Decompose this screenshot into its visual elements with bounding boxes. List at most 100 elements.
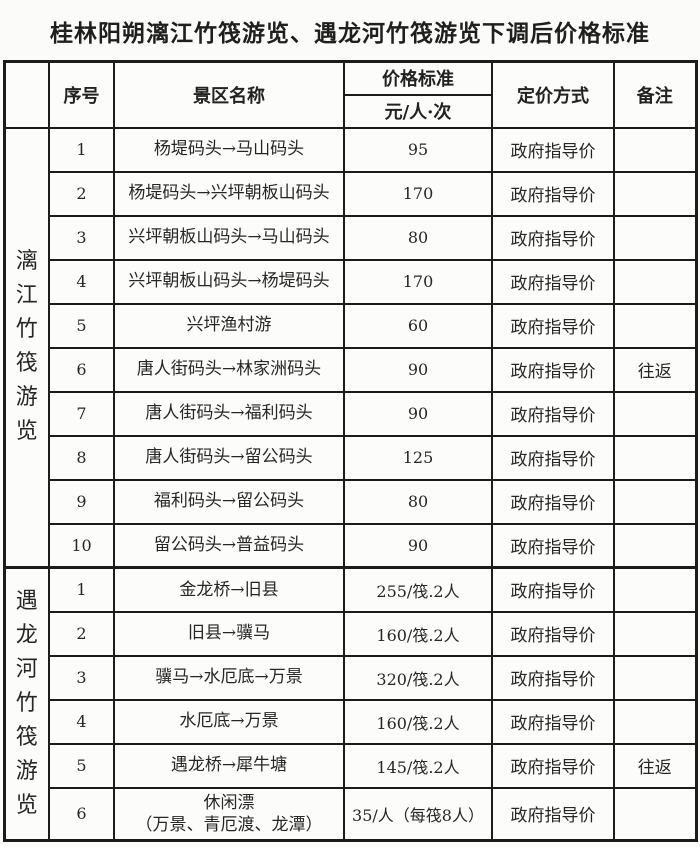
route-cell: 遇龙桥→犀牛塘 xyxy=(113,742,345,789)
method-cell: 政府指导价 xyxy=(491,786,615,842)
group-label-text: 漓江竹筏游览 xyxy=(15,248,38,445)
route-cell: 骥马→水厄底→万景 xyxy=(113,654,345,701)
method-cell: 政府指导价 xyxy=(491,390,615,437)
remark-cell xyxy=(613,434,697,481)
price-cell: 60 xyxy=(343,302,493,349)
remark-cell xyxy=(613,390,697,437)
method-cell: 政府指导价 xyxy=(491,610,615,657)
table-row: 7 唐人街码头→福利码头 90 政府指导价 xyxy=(4,390,697,437)
route-cell: 兴坪朝板山码头→杨堤码头 xyxy=(113,258,345,305)
price-cell: 170 xyxy=(343,170,493,217)
remark-cell xyxy=(613,170,697,217)
header-group-spacer xyxy=(3,60,50,129)
price-cell: 125 xyxy=(343,434,493,481)
seq-cell: 10 xyxy=(48,522,115,569)
route-cell: 旧县→骥马 xyxy=(113,610,345,657)
header-method: 定价方式 xyxy=(491,60,615,129)
remark-cell xyxy=(613,478,697,525)
seq-cell: 5 xyxy=(48,302,115,349)
route-cell: 兴坪渔村游 xyxy=(113,302,345,349)
route-cell: 水厄底→万景 xyxy=(113,698,345,745)
price-cell: 95 xyxy=(343,126,493,173)
seq-cell: 4 xyxy=(48,258,115,305)
price-cell: 80 xyxy=(343,478,493,525)
table-row: 10 留公码头→普益码头 90 政府指导价 xyxy=(4,522,697,569)
price-cell: 320/筏.2人 xyxy=(343,654,493,701)
group-label-yulonghe: 遇龙河竹筏游览 xyxy=(3,566,50,842)
method-cell: 政府指导价 xyxy=(491,654,615,701)
document-title: 桂林阳朔漓江竹筏游览、遇龙河竹筏游览下调后价格标准 xyxy=(50,20,650,47)
route-cell: 金龙桥→旧县 xyxy=(113,566,345,613)
method-cell: 政府指导价 xyxy=(491,522,615,569)
price-cell: 160/筏.2人 xyxy=(343,698,493,745)
remark-cell xyxy=(613,654,697,701)
price-cell: 90 xyxy=(343,346,493,393)
price-cell: 255/筏.2人 xyxy=(343,566,493,613)
remark-cell xyxy=(613,522,697,569)
remark-cell xyxy=(613,258,697,305)
seq-cell: 9 xyxy=(48,478,115,525)
remark-cell: 往返 xyxy=(613,346,697,393)
seq-cell: 6 xyxy=(48,346,115,393)
table-row: 遇龙河竹筏游览 1 金龙桥→旧县 255/筏.2人 政府指导价 xyxy=(3,566,697,842)
route-cell: 唐人街码头→林家洲码头 xyxy=(113,346,345,393)
header-price: 价格标准 xyxy=(343,60,493,96)
price-cell: 145/筏.2人 xyxy=(343,742,493,789)
price-cell: 160/筏.2人 xyxy=(343,610,493,657)
seq-cell: 5 xyxy=(48,742,115,789)
header-row-1: 序号 景区名称 价格标准 定价方式 备注 xyxy=(3,60,697,129)
group-label-lijiang: 漓江竹筏游览 xyxy=(3,126,50,569)
method-cell: 政府指导价 xyxy=(491,566,615,613)
table-row: 漓江竹筏游览 1 杨堤码头→马山码头 95 政府指导价 xyxy=(3,126,697,569)
seq-cell: 2 xyxy=(48,610,115,657)
header-remark: 备注 xyxy=(613,60,697,129)
method-cell: 政府指导价 xyxy=(491,698,615,745)
route-cell: 福利码头→留公码头 xyxy=(113,478,345,525)
route-cell: 兴坪朝板山码头→马山码头 xyxy=(113,214,345,261)
seq-cell: 7 xyxy=(48,390,115,437)
table-row: 3 骥马→水厄底→万景 320/筏.2人 政府指导价 xyxy=(4,654,697,701)
method-cell: 政府指导价 xyxy=(491,434,615,481)
method-cell: 政府指导价 xyxy=(491,170,615,217)
table-row: 2 旧县→骥马 160/筏.2人 政府指导价 xyxy=(4,610,697,657)
price-table: 序号 景区名称 价格标准 定价方式 备注 元/人·次 漓江竹筏游览 1 杨堤码头… xyxy=(2,60,698,842)
table-header: 序号 景区名称 价格标准 定价方式 备注 元/人·次 xyxy=(3,60,697,129)
table-row: 6 唐人街码头→林家洲码头 90 政府指导价 往返 xyxy=(4,346,697,393)
remark-cell xyxy=(613,126,697,173)
method-cell: 政府指导价 xyxy=(491,742,615,789)
table-row: 2 杨堤码头→兴坪朝板山码头 170 政府指导价 xyxy=(4,170,697,217)
table-row: 8 唐人街码头→留公码头 125 政府指导价 xyxy=(4,434,697,481)
method-cell: 政府指导价 xyxy=(491,214,615,261)
seq-cell: 6 xyxy=(48,786,115,842)
header-name: 景区名称 xyxy=(113,60,345,129)
price-cell: 90 xyxy=(343,390,493,437)
method-cell: 政府指导价 xyxy=(491,302,615,349)
price-cell: 170 xyxy=(343,258,493,305)
seq-cell: 1 xyxy=(48,566,115,613)
table-row: 6 休闲漂 （万景、青厄渡、龙潭） 35/人（每筏8人） 政府指导价 xyxy=(4,786,697,842)
seq-cell: 4 xyxy=(48,698,115,745)
table-row: 5 兴坪渔村游 60 政府指导价 xyxy=(4,302,697,349)
seq-cell: 2 xyxy=(48,170,115,217)
route-cell: 休闲漂 （万景、青厄渡、龙潭） xyxy=(113,786,345,842)
route-cell: 杨堤码头→马山码头 xyxy=(113,126,345,173)
header-seq: 序号 xyxy=(48,60,115,129)
seq-cell: 1 xyxy=(48,126,115,173)
remark-cell xyxy=(613,214,697,261)
price-cell: 80 xyxy=(343,214,493,261)
method-cell: 政府指导价 xyxy=(491,478,615,525)
remark-cell: 往返 xyxy=(613,742,697,789)
table-row: 3 兴坪朝板山码头→马山码头 80 政府指导价 xyxy=(4,214,697,261)
route-cell: 杨堤码头→兴坪朝板山码头 xyxy=(113,170,345,217)
table-row: 5 遇龙桥→犀牛塘 145/筏.2人 政府指导价 往返 xyxy=(4,742,697,789)
seq-cell: 8 xyxy=(48,434,115,481)
remark-cell xyxy=(613,302,697,349)
method-cell: 政府指导价 xyxy=(491,346,615,393)
group-label-text: 遇龙河竹筏游览 xyxy=(15,588,38,819)
seq-cell: 3 xyxy=(48,214,115,261)
remark-cell xyxy=(613,786,697,842)
route-cell: 留公码头→普益码头 xyxy=(113,522,345,569)
price-cell: 35/人（每筏8人） xyxy=(343,786,493,842)
table-row: 4 水厄底→万景 160/筏.2人 政府指导价 xyxy=(4,698,697,745)
